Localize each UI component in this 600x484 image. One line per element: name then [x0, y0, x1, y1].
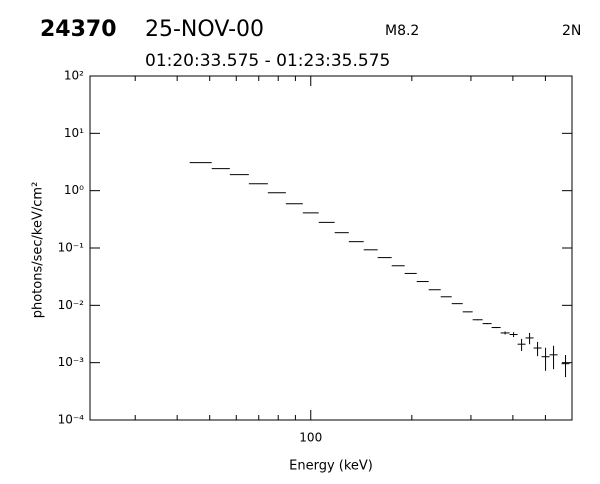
- importance: 2N: [562, 23, 581, 39]
- y-tick-label: 10⁻¹: [58, 241, 85, 255]
- event-date: 25-NOV-00: [145, 17, 264, 42]
- flare-class: M8.2: [385, 23, 419, 39]
- x-axis-label: Energy (keV): [289, 459, 373, 474]
- plot-frame: [89, 75, 573, 421]
- y-axis-label: photons/sec/keV/cm²: [31, 182, 46, 319]
- event-id: 24370: [40, 17, 117, 42]
- y-tick-label: 10⁻³: [58, 355, 85, 369]
- y-tick-label: 10²: [64, 69, 84, 83]
- x-tick-label: 100: [299, 431, 322, 445]
- y-tick-label: 10⁻⁴: [58, 413, 85, 427]
- y-tick-label: 10⁻²: [58, 298, 85, 312]
- y-tick-label: 10⁰: [64, 183, 84, 197]
- time-range: 01:20:33.575 - 01:23:35.575: [145, 51, 390, 71]
- y-tick-label: 10¹: [64, 126, 84, 140]
